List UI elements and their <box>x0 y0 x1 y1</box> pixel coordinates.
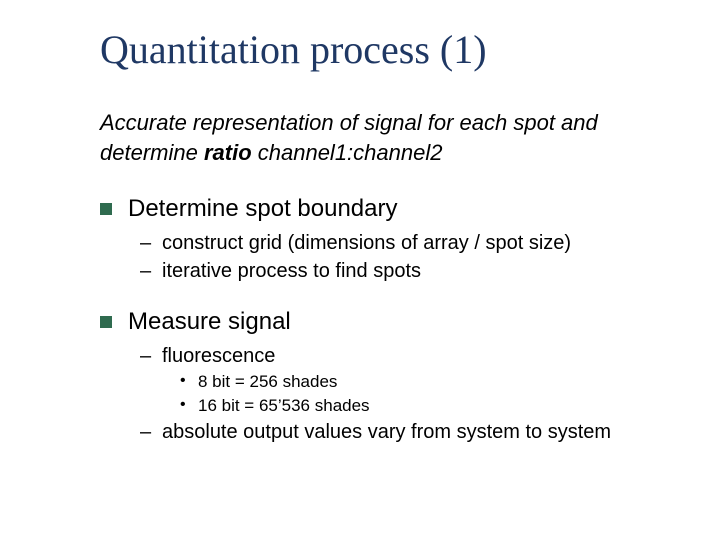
level1-item: Measure signal <box>100 308 660 337</box>
level2-item: – construct grid (dimensions of array / … <box>140 230 660 256</box>
dash-bullet-icon: – <box>140 419 154 445</box>
slide: Quantitation process (1) Accurate repres… <box>0 0 720 540</box>
level2-item: – fluorescence <box>140 343 660 369</box>
bullet-block: Measure signal – fluorescence • 8 bit = … <box>100 308 660 445</box>
dash-bullet-icon: – <box>140 258 154 284</box>
level2-item: – iterative process to find spots <box>140 258 660 284</box>
level2-text: absolute output values vary from system … <box>162 419 611 445</box>
level3-text: 8 bit = 256 shades <box>198 371 337 393</box>
square-bullet-icon <box>100 316 112 328</box>
level2-text: construct grid (dimensions of array / sp… <box>162 230 571 256</box>
level2-item: – absolute output values vary from syste… <box>140 419 660 445</box>
level2-text: fluorescence <box>162 343 275 369</box>
level3-item: • 16 bit = 65’536 shades <box>180 395 660 417</box>
subtitle-post: channel1:channel2 <box>252 140 443 165</box>
level1-text: Determine spot boundary <box>128 195 397 224</box>
level3-item: • 8 bit = 256 shades <box>180 371 660 393</box>
dash-bullet-icon: – <box>140 230 154 256</box>
slide-title: Quantitation process (1) <box>100 28 660 72</box>
square-bullet-icon <box>100 203 112 215</box>
dot-bullet-icon: • <box>180 371 192 392</box>
level2-text: iterative process to find spots <box>162 258 421 284</box>
slide-subtitle: Accurate representation of signal for ea… <box>100 108 660 167</box>
level1-item: Determine spot boundary <box>100 195 660 224</box>
subtitle-bold: ratio <box>204 140 252 165</box>
bullet-block: Determine spot boundary – construct grid… <box>100 195 660 284</box>
level3-text: 16 bit = 65’536 shades <box>198 395 370 417</box>
dot-bullet-icon: • <box>180 395 192 416</box>
dash-bullet-icon: – <box>140 343 154 369</box>
level1-text: Measure signal <box>128 308 291 337</box>
